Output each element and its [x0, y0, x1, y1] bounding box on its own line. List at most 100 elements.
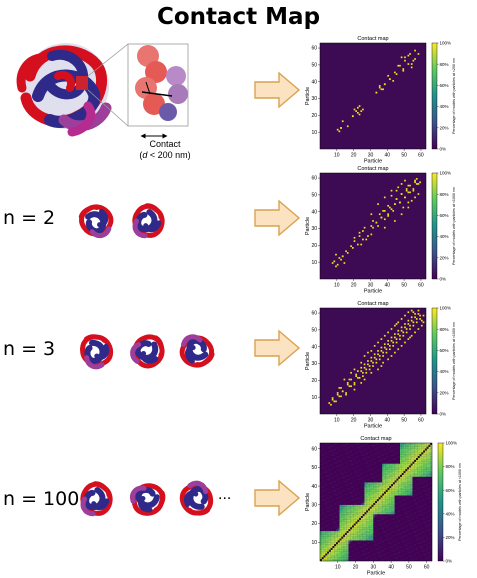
heat-cell — [366, 454, 369, 457]
heat-cell — [428, 549, 431, 552]
heat-cell — [405, 484, 408, 487]
heat-cell — [387, 546, 390, 548]
heat-cell — [334, 516, 337, 518]
heat-cell — [385, 544, 388, 547]
heat-cell — [332, 538, 335, 541]
heat-cell — [330, 517, 333, 520]
heat-cell — [362, 457, 365, 460]
heat-cell — [362, 557, 365, 560]
heat-cell — [330, 521, 333, 524]
y-tick-label: 10 — [311, 540, 317, 546]
heat-cell — [426, 531, 429, 533]
heat-cell — [392, 495, 395, 498]
heat-cell — [364, 478, 367, 481]
heat-cell — [400, 482, 402, 485]
heat-cell — [405, 516, 408, 518]
heat-cell — [407, 532, 409, 535]
heat-cell — [394, 538, 397, 541]
heat-cell — [394, 531, 397, 533]
heat-cell — [320, 495, 322, 498]
heat-cell — [426, 525, 429, 528]
heat-cell — [332, 444, 335, 447]
heat-cell — [426, 443, 429, 445]
heat-cell — [334, 557, 337, 560]
heat-cell — [320, 450, 322, 453]
heat-cell — [344, 461, 347, 464]
heat-cell — [344, 508, 347, 511]
heat-cell — [421, 465, 424, 468]
heat-cell — [325, 547, 328, 550]
heat-cell — [344, 504, 347, 507]
heat-cell — [366, 546, 369, 548]
heat-cell — [414, 546, 417, 548]
heat-cell — [414, 454, 417, 457]
heat-cell — [389, 456, 392, 459]
heat-cell — [364, 465, 367, 468]
heat-cell — [421, 514, 424, 517]
heat-cell — [343, 480, 345, 483]
heat-cell — [410, 469, 413, 472]
heat-cell — [412, 454, 415, 457]
heat-cell — [408, 557, 411, 560]
heat-cell — [334, 463, 337, 466]
heat-cell — [391, 497, 393, 500]
heat-cell — [341, 544, 344, 547]
heat-cell — [421, 480, 424, 483]
heat-cell — [355, 454, 358, 457]
heat-cell — [400, 486, 402, 489]
heat-cell — [416, 517, 418, 520]
heat-cell — [366, 480, 369, 483]
heat-cell — [360, 510, 363, 513]
heat-cell — [430, 493, 433, 496]
heat-cell — [344, 555, 347, 558]
heat-cell — [348, 454, 351, 457]
heat-cell — [368, 525, 370, 528]
heat-cell — [401, 540, 404, 543]
heat-cell — [366, 538, 369, 541]
heat-cell — [391, 521, 393, 524]
heat-cell — [366, 497, 369, 500]
heat-cell — [368, 546, 370, 548]
heat-cell — [380, 499, 383, 502]
heat-cell — [384, 516, 386, 518]
heat-cell — [343, 523, 345, 526]
heat-cell — [325, 461, 328, 464]
heat-cell — [352, 461, 354, 464]
heat-cell — [378, 516, 381, 518]
heat-cell — [407, 557, 409, 560]
heat-cell — [430, 510, 433, 513]
contact-cell — [414, 316, 416, 319]
heat-cell — [350, 512, 353, 515]
heat-cell — [341, 519, 344, 522]
heat-cell — [430, 536, 433, 539]
heat-cell — [376, 456, 379, 459]
contact-cell — [373, 345, 376, 347]
heat-cell — [428, 450, 431, 453]
heat-cell — [346, 544, 349, 547]
heat-cell — [362, 469, 365, 472]
heat-cell — [384, 538, 386, 541]
diagonal-cell — [396, 478, 399, 481]
contact-cell — [415, 183, 418, 185]
contact-cell — [357, 106, 359, 109]
heat-cell — [366, 484, 369, 487]
heat-cell — [321, 448, 324, 451]
heat-cell — [360, 521, 363, 524]
heat-cell — [412, 480, 415, 483]
heat-cell — [380, 469, 383, 472]
heat-cell — [323, 559, 326, 562]
heat-cell — [392, 549, 395, 552]
heat-cell — [426, 529, 429, 532]
heat-cell — [382, 484, 385, 487]
heat-cell — [428, 559, 431, 562]
heat-cell — [336, 540, 338, 543]
heat-cell — [357, 474, 360, 477]
heat-cell — [364, 508, 367, 511]
heat-cell — [336, 546, 338, 548]
heat-cell — [330, 454, 333, 457]
heat-cell — [368, 482, 370, 485]
heat-cell — [382, 508, 385, 511]
heat-cell — [373, 457, 376, 460]
contact-cell — [370, 371, 373, 374]
heat-cell — [391, 546, 393, 548]
